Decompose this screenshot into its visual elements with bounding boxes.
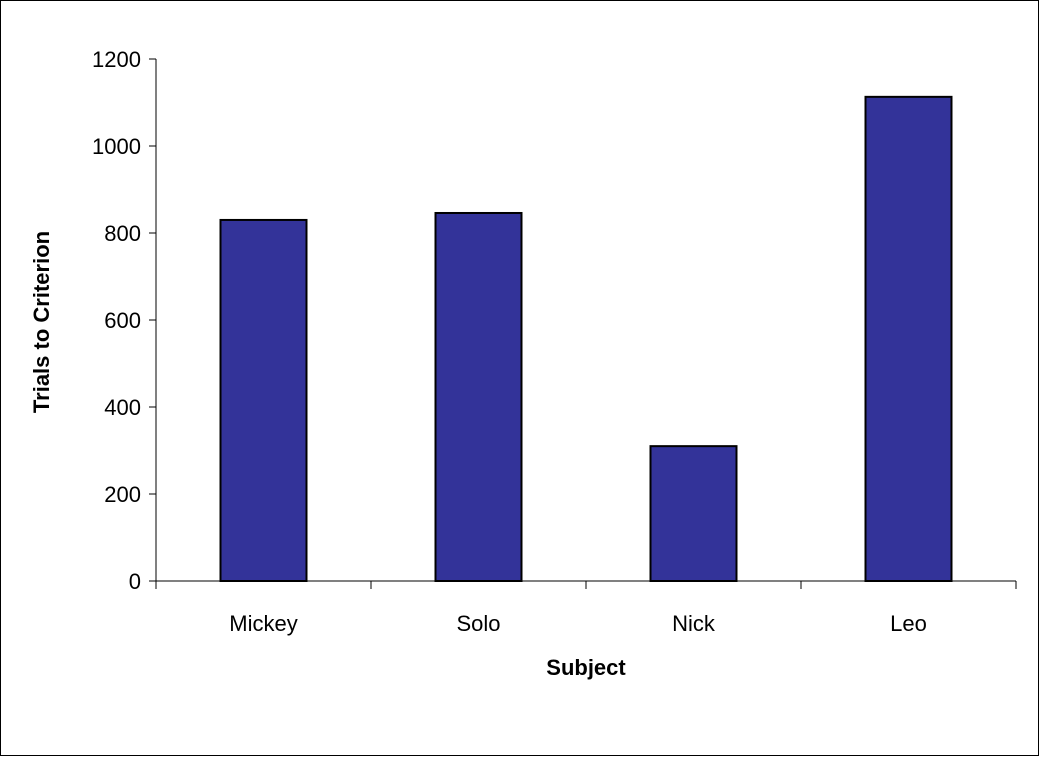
bar-solo — [434, 211, 523, 583]
x-axis-ticks: Mickey Solo Nick Leo — [155, 581, 1017, 636]
x-tick-label: Nick — [672, 611, 716, 636]
y-tick-label: 1000 — [92, 134, 141, 159]
y-tick-label: 0 — [129, 569, 141, 594]
bar-nick — [649, 445, 738, 582]
y-axis-ticks: 0 200 400 600 800 1000 1200 — [92, 47, 156, 594]
x-tick-label: Solo — [456, 611, 500, 636]
y-tick-label: 400 — [104, 395, 141, 420]
x-tick-label: Leo — [890, 611, 927, 636]
bar-leo — [864, 95, 953, 582]
y-tick-label: 1200 — [92, 47, 141, 72]
y-tick-label: 600 — [104, 308, 141, 333]
y-axis-title: Trials to Criterion — [29, 231, 54, 413]
x-tick-label: Mickey — [229, 611, 297, 636]
bars — [219, 95, 953, 583]
y-tick-label: 200 — [104, 482, 141, 507]
bar-mickey — [219, 218, 308, 582]
y-tick-label: 800 — [104, 221, 141, 246]
x-axis-title: Subject — [546, 655, 626, 680]
